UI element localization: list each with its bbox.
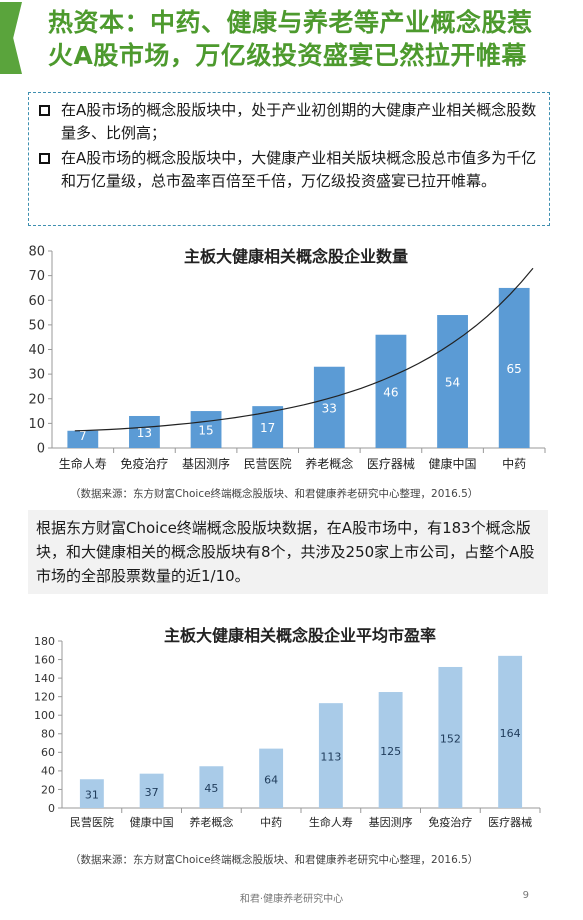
y-tick-label: 60: [28, 294, 45, 309]
x-category-label: 生命人寿: [309, 815, 353, 829]
bar-value-label: 17: [260, 421, 275, 435]
bar: [252, 406, 284, 448]
x-category-label: 免疫治疗: [428, 815, 472, 829]
bar: [313, 366, 345, 448]
bar: [139, 773, 164, 808]
bar: [438, 666, 463, 808]
x-category-label: 医疗器械: [367, 456, 415, 471]
chart-title: 主板大健康相关概念股企业平均市盈率: [164, 626, 436, 645]
bar: [190, 411, 222, 448]
bar-value-label: 125: [380, 745, 401, 758]
bar-value-label: 33: [322, 401, 337, 415]
y-tick-label: 10: [28, 417, 45, 432]
y-tick-label: 140: [34, 672, 55, 685]
info-text: 根据东方财富Choice终端概念股版块数据，在A股市场中，有183个概念版块，和…: [36, 519, 535, 585]
y-tick-label: 180: [34, 635, 55, 648]
trend-line: [74, 267, 534, 432]
chart1-source: （数据来源：东方财富Choice终端概念股版块、和君健康养老研究中心整理，201…: [70, 488, 479, 500]
y-tick-label: 20: [41, 783, 55, 796]
x-category-label: 医疗器械: [488, 815, 532, 829]
y-tick-label: 40: [28, 343, 45, 358]
bar-value-label: 46: [383, 385, 398, 399]
y-tick-label: 30: [28, 368, 45, 383]
square-bullet-icon: [39, 105, 50, 116]
bar-value-label: 54: [445, 376, 460, 390]
x-category-label: 免疫治疗: [120, 456, 168, 471]
bar-value-label: 37: [145, 786, 159, 799]
y-tick-label: 40: [41, 765, 55, 778]
bar: [199, 766, 224, 808]
page-title: 热资本：中药、健康与养老等产业概念股惹 火A股市场，万亿级投资盛宴已然拉开帷幕: [48, 6, 578, 72]
chart2-source: （数据来源：东方财富Choice终端概念股版块、和君健康养老研究中心整理，201…: [70, 854, 479, 866]
bullet-text: 在A股市场的概念股版块中，大健康产业相关版块概念股总市值多为千亿和万亿量级，总市…: [61, 149, 537, 190]
bar: [259, 748, 284, 808]
y-tick-label: 160: [34, 653, 55, 666]
title-line-2: 火A股市场，万亿级投资盛宴已然拉开帷幕: [48, 41, 527, 70]
x-category-label: 养老概念: [305, 456, 353, 471]
x-category-label: 基因测序: [182, 456, 230, 471]
bar-value-label: 45: [204, 782, 218, 795]
x-category-label: 健康中国: [429, 456, 477, 471]
bar-value-label: 7: [79, 429, 87, 443]
footer-org: 和君·健康养老研究中心: [239, 894, 344, 905]
x-category-label: 中药: [502, 456, 526, 471]
y-tick-label: 80: [41, 728, 55, 741]
y-tick-label: 60: [41, 746, 55, 759]
key-points-box: 在A股市场的概念股版块中，处于产业初创期的大健康产业相关概念股数量多、比例高； …: [28, 92, 550, 226]
x-category-label: 中药: [260, 816, 282, 829]
x-category-label: 生命人寿: [59, 456, 107, 471]
x-category-label: 健康中国: [130, 815, 174, 829]
bullet-text: 在A股市场的概念股版块中，处于产业初创期的大健康产业相关概念股数量多、比例高；: [61, 101, 537, 142]
y-tick-label: 100: [34, 709, 55, 722]
y-tick-label: 80: [28, 245, 45, 260]
y-tick-label: 0: [48, 802, 55, 815]
bar-value-label: 152: [440, 732, 461, 745]
y-tick-label: 120: [34, 691, 55, 704]
bar: [318, 703, 343, 808]
title-line-1: 热资本：中药、健康与养老等产业概念股惹: [48, 8, 533, 37]
y-tick-label: 0: [37, 442, 45, 457]
bullet-item: 在A股市场的概念股版块中，大健康产业相关版块概念股总市值多为千亿和万亿量级，总市…: [39, 147, 539, 193]
bar-value-label: 15: [198, 424, 213, 438]
bar: [498, 287, 530, 448]
chart-title: 主板大健康相关概念股企业数量: [184, 247, 408, 266]
bar: [437, 315, 468, 448]
count-bar-chart: 主板大健康相关概念股企业数量 0 10 20 30 40 50 60 70 80 7 生命人寿 13 免疫…: [28, 245, 546, 471]
bar-value-label: 113: [320, 751, 341, 764]
x-category-label: 基因测序: [369, 815, 413, 829]
y-tick-label: 50: [28, 318, 45, 333]
header-accent-shape: [0, 2, 22, 74]
x-category-label: 养老概念: [189, 815, 233, 829]
bar: [378, 692, 403, 808]
bar-value-label: 64: [264, 773, 278, 786]
bar-value-label: 31: [85, 789, 99, 802]
square-bullet-icon: [39, 153, 50, 164]
x-category-label: 民营医院: [244, 457, 292, 471]
y-tick-label: 20: [28, 392, 45, 407]
bar-value-label: 65: [507, 362, 522, 376]
y-tick-label: 70: [28, 269, 45, 284]
info-box: 根据东方财富Choice终端概念股版块数据，在A股市场中，有183个概念版块，和…: [28, 510, 548, 594]
bar: [129, 415, 160, 448]
page-number: 9: [522, 890, 529, 901]
bar-value-label: 13: [137, 426, 152, 440]
x-category-label: 民营医院: [70, 815, 114, 829]
bar: [79, 779, 104, 808]
page-header: 热资本：中药、健康与养老等产业概念股惹 火A股市场，万亿级投资盛宴已然拉开帷幕: [0, 0, 583, 78]
bar: [375, 334, 407, 448]
bar-value-label: 164: [500, 727, 521, 740]
bar: [498, 655, 523, 808]
bar: [67, 430, 99, 448]
bullet-item: 在A股市场的概念股版块中，处于产业初创期的大健康产业相关概念股数量多、比例高；: [39, 99, 539, 145]
